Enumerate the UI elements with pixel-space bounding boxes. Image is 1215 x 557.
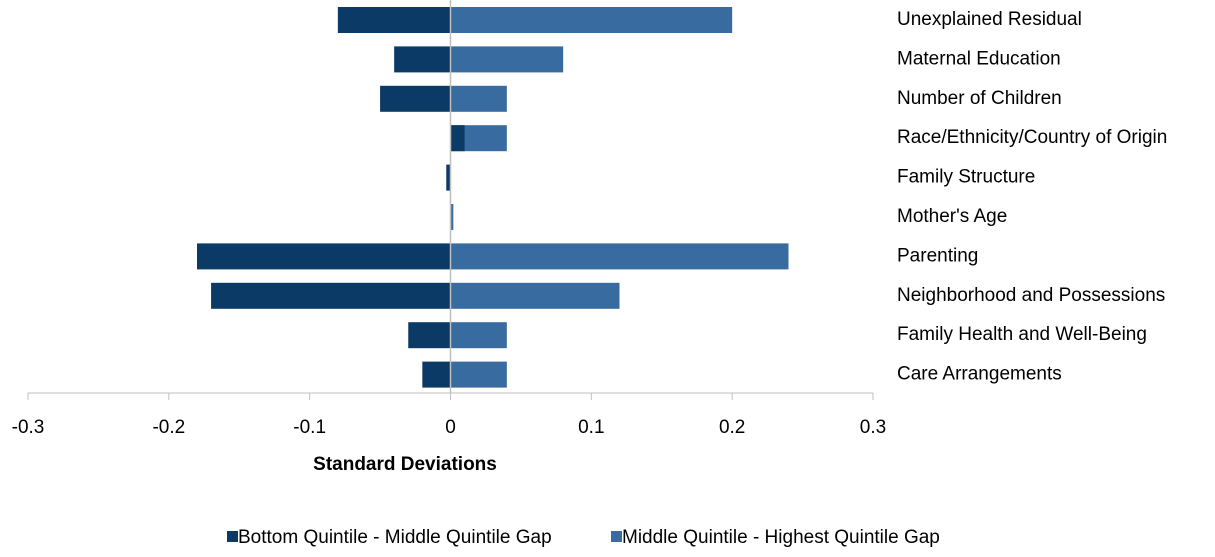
bar [450,322,507,349]
category-label: Family Structure [897,167,1035,188]
legend-label: Middle Quintile - Highest Quintile Gap [622,527,940,548]
bar [337,7,451,33]
category-label: Number of Children [897,88,1062,109]
bar [450,46,564,73]
bar [380,85,451,112]
x-tick-label: 0 [445,417,456,438]
x-tick-label: -0.2 [152,417,185,438]
bar [450,282,620,309]
bar [450,125,465,152]
bar [446,164,451,191]
bar [450,243,789,270]
bar [211,282,451,309]
category-label: Race/Ethnicity/Country of Origin [897,127,1167,148]
category-label: Unexplained Residual [897,9,1082,30]
legend-label: Bottom Quintile - Middle Quintile Gap [238,527,552,548]
category-label: Family Health and Well-Being [897,324,1147,345]
bar [450,7,733,33]
bar [422,361,451,388]
category-label: Maternal Education [897,48,1061,69]
bar [450,85,507,112]
category-label: Neighborhood and Possessions [897,285,1165,306]
x-tick-label: 0.3 [860,417,886,438]
bar [408,322,451,349]
x-tick-label: -0.1 [293,417,326,438]
x-axis-label: Standard Deviations [313,454,497,475]
category-label: Parenting [897,245,978,266]
x-tick-label: -0.3 [12,417,45,438]
bar [450,204,454,230]
category-label: Mother's Age [897,206,1007,227]
x-tick-label: 0.1 [578,417,604,438]
bar [197,243,451,270]
bar [394,46,451,73]
legend-swatch [227,531,238,542]
x-tick-label: 0.2 [719,417,745,438]
category-label: Care Arrangements [897,364,1062,385]
legend-swatch [611,531,622,542]
bar [450,361,507,388]
